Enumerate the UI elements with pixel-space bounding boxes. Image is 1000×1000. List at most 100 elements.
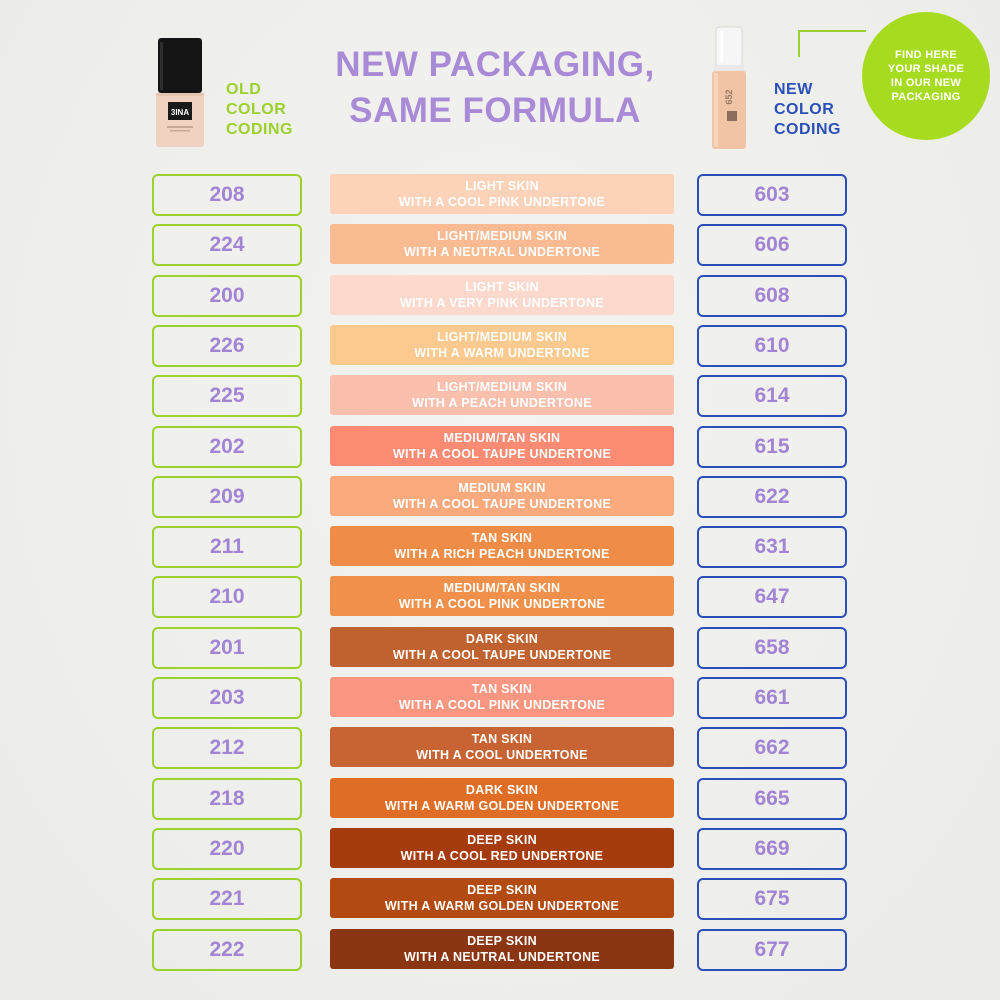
shade-undertone: WITH A RICH PEACH UNDERTONE [394, 547, 610, 562]
page-title: NEW PACKAGING, SAME FORMULA [300, 42, 690, 134]
shade-skin-type: LIGHT/MEDIUM SKIN [436, 329, 568, 344]
shade-row: 220 DEEP SKIN WITH A COOL RED UNDERTONE 669 [0, 827, 1000, 870]
shade-undertone: WITH A COOL TAUPE UNDERTONE [392, 446, 612, 461]
shade-skin-type: DARK SKIN [465, 631, 539, 646]
new-shade-code: 675 [697, 878, 847, 921]
old-shade-code: 218 [152, 777, 302, 820]
shade-undertone: WITH A COOL PINK UNDERTONE [398, 195, 606, 209]
old-shade-code: 211 [152, 526, 302, 569]
shade-row: 202 MEDIUM/TAN SKIN WITH A COOL TAUPE UNDE… [0, 425, 1000, 468]
shade-undertone: WITH A COOL UNDERTONE [416, 748, 588, 763]
new-label-line-2: COLOR [774, 101, 835, 118]
shade-skin-type: TAN SKIN [471, 732, 533, 747]
shade-undertone: WITH A COOL TAUPE UNDERTONE [392, 496, 612, 511]
shade-undertone: WITH A NEUTRAL UNDERTONE [403, 949, 601, 964]
shade-skin-type: LIGHT SKIN [465, 279, 539, 294]
badge-connector-line [798, 30, 866, 57]
shade-description-swatch: DEEP SKIN WITH A WARM GOLDEN UNDERTONE [330, 878, 674, 919]
old-shade-code: 202 [152, 425, 302, 468]
new-shade-code: 661 [697, 677, 847, 719]
old-shade-code: 201 [152, 626, 302, 669]
shade-description-swatch: DARK SKIN WITH A COOL TAUPE UNDERTONE [330, 626, 674, 667]
new-shade-code: 608 [697, 274, 847, 317]
shade-description-swatch: MEDIUM/TAN SKIN WITH A COOL TAUPE UNDERTO… [330, 425, 674, 466]
shade-skin-type: DEEP SKIN [467, 933, 537, 948]
shade-description-swatch: DARK SKIN WITH A WARM GOLDEN UNDERTONE [330, 777, 674, 818]
shade-skin-type: TAN SKIN [471, 531, 533, 546]
old-shade-code: 226 [152, 324, 302, 367]
shade-description-swatch: LIGHT/MEDIUM SKIN WITH A WARM UNDERTONE [330, 324, 674, 365]
new-color-coding-label: NEW COLOR CODING [774, 80, 841, 140]
old-shade-code: 210 [152, 576, 302, 619]
shade-undertone: WITH A NEUTRAL UNDERTONE [403, 245, 601, 260]
old-label-line-2: COLOR [226, 101, 287, 118]
old-shade-code: 221 [152, 878, 302, 921]
shade-row: 210 MEDIUM/TAN SKIN WITH A COOL PINK UNDER… [0, 576, 1000, 619]
shade-description-swatch: TAN SKIN WITH A COOL UNDERTONE [330, 727, 674, 768]
new-shade-code: 677 [697, 928, 847, 971]
new-shade-code: 658 [697, 626, 847, 669]
shade-description-swatch: DEEP SKIN WITH A COOL RED UNDERTONE [330, 827, 674, 868]
old-color-coding-label: OLD COLOR CODING [226, 80, 293, 140]
shade-undertone: WITH A WARM GOLDEN UNDERTONE [384, 899, 620, 914]
shade-description-swatch: LIGHT SKIN WITH A VERY PINK UNDERTONE [330, 274, 674, 315]
shade-skin-type: DEEP SKIN [467, 832, 537, 847]
old-shade-code: 220 [152, 827, 302, 870]
old-shade-code: 212 [152, 727, 302, 770]
title-line-1: NEW PACKAGING, [335, 45, 655, 84]
shade-description-swatch: LIGHT/MEDIUM SKIN WITH A NEUTRAL UNDERTON… [330, 224, 674, 265]
new-shade-code: 603 [697, 174, 847, 216]
shade-description-swatch: DEEP SKIN WITH A NEUTRAL UNDERTONE [330, 928, 674, 969]
badge-line-1: FIND HERE [895, 49, 957, 61]
shade-row: 225 LIGHT/MEDIUM SKIN WITH A PEACH UNDERTO… [0, 375, 1000, 418]
shade-skin-type: DEEP SKIN [467, 883, 537, 898]
new-shade-code: 622 [697, 475, 847, 518]
old-shade-code: 224 [152, 224, 302, 267]
new-shade-code: 615 [697, 425, 847, 468]
old-label-line-3: CODING [226, 121, 293, 138]
shade-row: 203 TAN SKIN WITH A COOL PINK UNDERTONE 661 [0, 677, 1000, 719]
shade-undertone: WITH A COOL TAUPE UNDERTONE [392, 647, 612, 662]
new-shade-code: 606 [697, 224, 847, 267]
old-label-line-1: OLD [226, 81, 262, 98]
old-shade-code: 209 [152, 475, 302, 518]
shade-undertone: WITH A PEACH UNDERTONE [412, 396, 592, 411]
title-line-2: SAME FORMULA [349, 91, 641, 130]
shade-undertone: WITH A WARM UNDERTONE [414, 345, 590, 360]
badge-line-2: YOUR SHADE [887, 63, 965, 75]
shade-skin-type: DARK SKIN [465, 782, 539, 797]
find-shade-badge[interactable]: FIND HERE YOUR SHADE IN OUR NEW PACKAGIN… [862, 12, 990, 140]
shade-skin-type: MEDIUM SKIN [458, 480, 546, 495]
shade-row: 218 DARK SKIN WITH A WARM GOLDEN UNDERTONE… [0, 777, 1000, 820]
shade-row: 209 MEDIUM SKIN WITH A COOL TAUPE UNDERTON… [0, 475, 1000, 518]
shade-skin-type: LIGHT SKIN [465, 179, 539, 193]
new-shade-code: 631 [697, 526, 847, 569]
shade-row: 201 DARK SKIN WITH A COOL TAUPE UNDERTONE 6… [0, 626, 1000, 669]
new-shade-code: 665 [697, 777, 847, 820]
shade-row: 208 LIGHT SKIN WITH A COOL PINK UNDERTONE 6… [0, 174, 1000, 216]
new-shade-code: 662 [697, 727, 847, 770]
old-shade-code: 225 [152, 375, 302, 418]
shade-skin-type: TAN SKIN [471, 682, 533, 696]
shade-description-swatch: LIGHT/MEDIUM SKIN WITH A PEACH UNDERTONE [330, 375, 674, 416]
shade-row: 211 TAN SKIN WITH A RICH PEACH UNDERTONE 63… [0, 526, 1000, 569]
shade-row: 226 LIGHT/MEDIUM SKIN WITH A WARM UNDERTON… [0, 324, 1000, 367]
shade-undertone: WITH A COOL RED UNDERTONE [400, 848, 604, 863]
badge-text: FIND HERE YOUR SHADE IN OUR NEW PACKAGIN… [882, 48, 970, 104]
shade-description-swatch: MEDIUM SKIN WITH A COOL TAUPE UNDERTONE [330, 475, 674, 516]
shade-undertone: WITH A WARM GOLDEN UNDERTONE [384, 798, 620, 813]
shade-row: 200 LIGHT SKIN WITH A VERY PINK UNDERTONE 6… [0, 274, 1000, 317]
old-bottle-logo: 3INA [168, 102, 192, 120]
shade-undertone: WITH A COOL PINK UNDERTONE [398, 698, 606, 712]
badge-line-3: IN OUR NEW [890, 77, 962, 89]
new-label-line-1: NEW [774, 81, 813, 98]
shade-skin-type: LIGHT/MEDIUM SKIN [436, 380, 568, 395]
shade-row: 222 DEEP SKIN WITH A NEUTRAL UNDERTONE 677 [0, 928, 1000, 971]
shade-skin-type: MEDIUM/TAN SKIN [443, 430, 561, 445]
old-shade-code: 203 [152, 677, 302, 719]
shade-undertone: WITH A VERY PINK UNDERTONE [400, 295, 604, 310]
shade-row: 212 TAN SKIN WITH A COOL UNDERTONE 662 [0, 727, 1000, 770]
new-label-line-3: CODING [774, 121, 841, 138]
shade-skin-type: LIGHT/MEDIUM SKIN [436, 229, 568, 244]
